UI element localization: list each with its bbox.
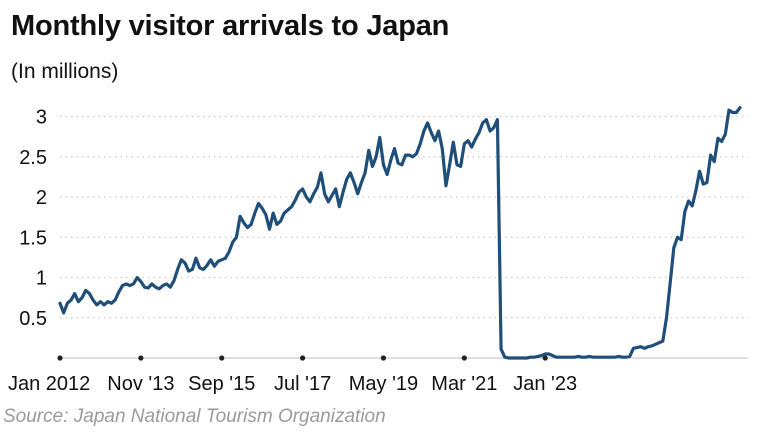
x-tick-mark — [461, 355, 467, 361]
x-tick-mark — [542, 355, 548, 361]
y-tick-label: 1.5 — [19, 227, 47, 249]
x-tick-label: Jul '17 — [274, 373, 331, 395]
x-axis-ticks: Jan 2012 Nov '13 Sep '15 Jul '17 May '19 Mar … — [8, 355, 577, 395]
y-tick-label: 2.5 — [19, 147, 47, 169]
x-tick-mark — [299, 355, 306, 361]
x-tick-label: May '19 — [349, 373, 418, 395]
y-tick-label: 3 — [36, 107, 47, 129]
x-tick-mark — [57, 355, 63, 361]
y-axis-ticks: 0.5 1 1.5 2 2.5 3 — [19, 107, 47, 330]
y-tick-label: 2 — [36, 187, 47, 209]
source-note: Source: Japan National Tourism Organizat… — [3, 406, 386, 427]
x-tick-label: Nov '13 — [107, 373, 174, 395]
y-tick-label: 0.5 — [19, 308, 47, 330]
series-layer — [58, 106, 742, 360]
x-tick-mark — [138, 355, 144, 361]
x-tick-label: Jan '23 — [513, 373, 577, 395]
x-tick-label: Sep '15 — [188, 373, 255, 395]
chart-title: Monthly visitor arrivals to Japan — [11, 10, 450, 42]
x-tick-mark — [219, 355, 225, 361]
y-tick-label: 1 — [36, 268, 47, 290]
x-tick-label: Mar '21 — [431, 373, 497, 395]
x-tick-mark — [380, 355, 387, 361]
series-line-visitor-arrivals — [58, 106, 742, 360]
gridlines — [60, 115, 748, 319]
x-tick-label: Jan 2012 — [8, 373, 90, 395]
chart-subtitle: (In millions) — [11, 60, 119, 83]
